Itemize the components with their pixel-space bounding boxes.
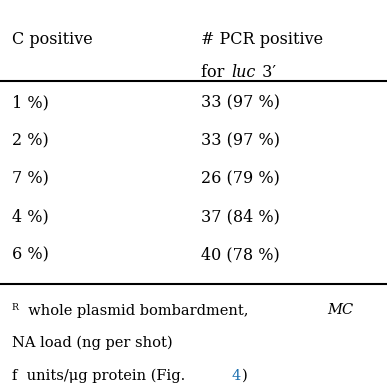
Text: 1 %): 1 %) (12, 94, 48, 111)
Text: 26 (79 %): 26 (79 %) (201, 170, 280, 187)
Text: 4: 4 (231, 369, 240, 383)
Text: C positive: C positive (12, 31, 92, 48)
Text: # PCR positive: # PCR positive (201, 31, 324, 48)
Text: ᴿ  whole plasmid bombardment,: ᴿ whole plasmid bombardment, (12, 303, 257, 318)
Text: 40 (78 %): 40 (78 %) (201, 246, 280, 263)
Text: 2 %): 2 %) (12, 132, 48, 149)
Text: 37 (84 %): 37 (84 %) (201, 208, 280, 225)
Text: 33 (97 %): 33 (97 %) (201, 94, 280, 111)
Text: ): ) (242, 369, 248, 383)
Text: 4 %): 4 %) (12, 208, 48, 225)
Text: for: for (201, 64, 230, 81)
Text: luc: luc (231, 64, 255, 81)
Text: 7 %): 7 %) (12, 170, 48, 187)
Text: f  units/μg protein (Fig.: f units/μg protein (Fig. (12, 369, 188, 383)
Text: 6 %): 6 %) (12, 246, 48, 263)
Text: 33 (97 %): 33 (97 %) (201, 132, 280, 149)
Text: 3′: 3′ (257, 64, 276, 81)
Text: MC: MC (327, 303, 353, 317)
Text: NA load (ng per shot): NA load (ng per shot) (12, 336, 172, 350)
